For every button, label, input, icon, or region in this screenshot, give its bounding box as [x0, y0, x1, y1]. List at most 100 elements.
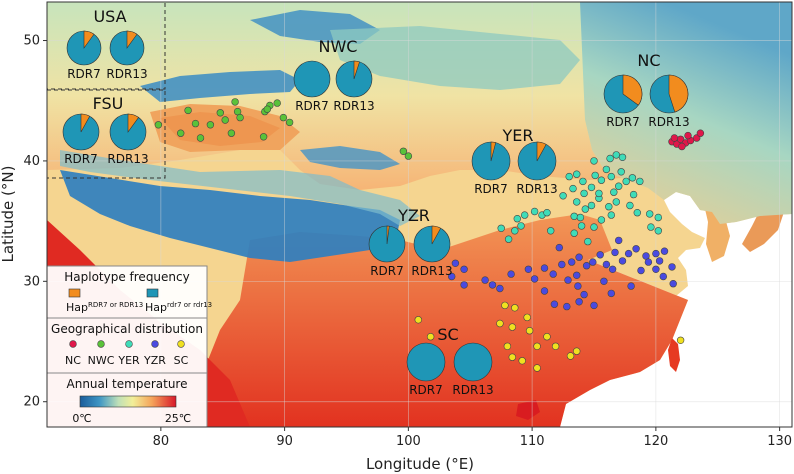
sample-point-yzr [614, 236, 623, 245]
sample-point-yer [617, 168, 625, 176]
pie-nwc-rdr7 [293, 60, 331, 98]
sample-point-yer [591, 171, 599, 180]
temperature-map [47, 2, 792, 427]
pie-charts: RDR7 RDR13 RDR7 RDR13 RDR7 RDR13 RDR7 RDR13 RDR7… [62, 30, 690, 397]
legend-geo-dot-yer [125, 340, 133, 348]
x-axis-title: Longitude (°E) [366, 455, 474, 473]
sample-point-yzr [655, 257, 664, 265]
sample-point-yer [629, 190, 638, 199]
sample-point-nc [684, 131, 692, 140]
sample-point-yer [612, 151, 620, 159]
sample-point-yzr [574, 282, 582, 290]
region-title-nc: NC [637, 51, 660, 70]
legend-geo-label-yzr: YZR [143, 354, 166, 367]
sample-point-yzr [660, 247, 669, 255]
pie-sc-rdr7 [406, 342, 446, 382]
pie-usa-rdr7 [66, 30, 102, 66]
pie-yzr-rdr13 [413, 225, 451, 263]
qilian-mountains [300, 146, 400, 170]
legend-geo-title: Geographical distribution [51, 322, 203, 336]
pie-slice-rdr [80, 113, 91, 133]
sample-point-yzr [549, 270, 557, 278]
sample-point-sc [572, 347, 581, 355]
sample-point-nwc [273, 99, 281, 107]
sample-point-yzr [530, 275, 539, 283]
pie-slice-rdr [668, 74, 689, 113]
pie-fsu-rdr7 [62, 113, 100, 151]
sample-point-yer [581, 205, 589, 213]
legend-geo-label-nc: NC [65, 354, 81, 367]
sample-point-sc [503, 342, 512, 350]
legend-hap-wild-main: Hap [145, 301, 167, 314]
sample-point-nwc [221, 116, 229, 124]
sample-point-yer [580, 189, 588, 198]
legend-hap-rdr-main: Hap [66, 301, 88, 314]
sample-point-nc [678, 142, 686, 151]
pie-label: RDR13 [107, 152, 148, 166]
sample-point-yer [618, 153, 627, 162]
sample-point-yer [607, 172, 615, 181]
pie-yer-rdr13 [517, 141, 557, 181]
sample-point-yer [530, 207, 539, 216]
legend-geo-label-yer: YER [117, 354, 140, 367]
sample-point-sc [508, 323, 516, 331]
sample-point-yer [546, 227, 555, 235]
sample-point-yer [576, 213, 585, 222]
sample-point-yer [570, 212, 578, 221]
sample-point-sc [511, 304, 519, 312]
sample-point-sc [551, 342, 560, 350]
temperature-color-bar [79, 395, 177, 408]
sample-point-nwc [206, 121, 215, 129]
sample-point-yzr [642, 252, 650, 260]
legend-geo-dot-yzr [151, 340, 159, 348]
pie-slice-rdr [431, 225, 442, 245]
sample-point-yer [511, 227, 519, 235]
legend-geo-label-nwc: NWC [88, 354, 115, 367]
sample-point-yer [572, 170, 581, 178]
sample-point-sc [414, 316, 422, 324]
sample-point-yzr [524, 265, 533, 273]
pie-usa-rdr13 [109, 30, 145, 66]
sample-point-yer [605, 203, 613, 211]
pie-label: RDR7 [606, 115, 640, 129]
sample-point-yer [590, 223, 598, 231]
pie-slice-rdr [622, 74, 643, 106]
legend-geo-dot-nwc [97, 340, 105, 348]
sample-point-sc [533, 364, 541, 372]
legend-geo-label-sc: SC [174, 354, 189, 367]
x-tick-label: 100 [396, 434, 421, 449]
sample-point-yer [517, 222, 525, 230]
sample-point-yzr [659, 272, 667, 281]
x-tick-label: 90 [276, 434, 293, 449]
sample-point-nwc [259, 133, 268, 141]
sample-point-yer [645, 210, 654, 218]
sample-point-yer [543, 209, 551, 217]
sample-point-yzr [589, 258, 597, 266]
pie-label: RDR7 [64, 152, 98, 166]
y-tick-label: 20 [23, 395, 40, 410]
pie-slice-rdr [536, 141, 547, 162]
legend-hap-title: Haplotype frequency [64, 270, 189, 284]
sample-point-yer [497, 224, 505, 233]
sample-point-yzr [567, 258, 576, 266]
sample-point-yer [570, 229, 578, 237]
sample-point-sc [533, 342, 541, 350]
sample-point-yer [513, 215, 521, 223]
pie-label: RDR13 [411, 264, 452, 278]
sample-point-nwc [196, 134, 205, 142]
pie-nc-rdr13 [649, 74, 689, 114]
legend-geo-dot-nc [69, 340, 77, 348]
sample-point-yzr [550, 300, 559, 308]
sample-point-nwc [285, 118, 294, 127]
sample-point-sc [426, 333, 435, 341]
sample-point-yzr [600, 277, 608, 285]
sample-point-yer [626, 201, 634, 210]
sample-point-yzr [668, 263, 676, 271]
sample-point-yzr [555, 243, 563, 252]
pie-yzr-rdr7 [368, 225, 406, 263]
sample-point-yer [606, 154, 614, 163]
pie-nc-rdr7 [603, 74, 643, 114]
pie-label: RDR7 [474, 182, 508, 196]
sample-point-yzr [618, 257, 627, 265]
